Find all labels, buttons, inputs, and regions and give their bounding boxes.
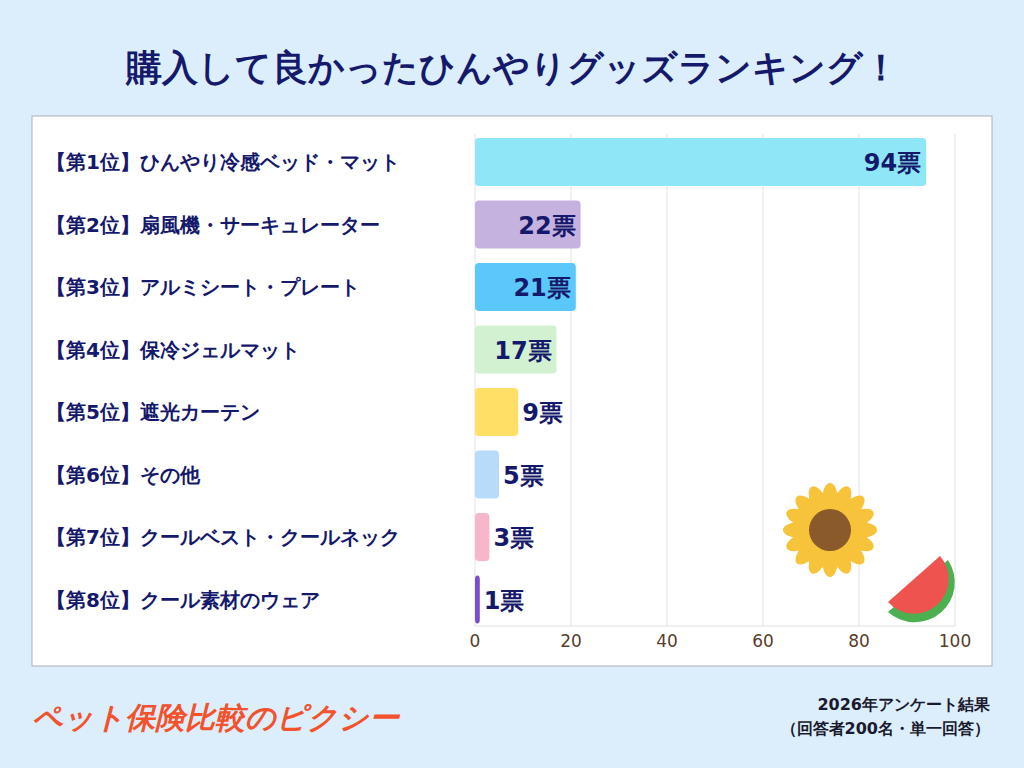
grid-line: [667, 134, 668, 626]
data-label: 1票: [484, 587, 525, 615]
watermelon-flesh: [888, 556, 949, 614]
tick-label: 100: [939, 631, 971, 651]
chart-root: 購入して良かったひんやりグッズランキング！ 0 20 40 60 80 100 94票 22票 2…: [0, 0, 1024, 768]
bar: [475, 576, 480, 624]
category-label: 【第5位】遮光カーテン: [46, 400, 260, 424]
data-label: 9票: [522, 399, 563, 427]
grid-line: [955, 134, 956, 626]
bars: [475, 138, 926, 624]
background: [0, 0, 1024, 768]
bar: [475, 451, 499, 499]
panel: [32, 116, 992, 666]
data-label: 21票: [513, 274, 570, 302]
category-label: 【第3位】アルミシート・プレート: [46, 275, 360, 299]
data-label: 3票: [493, 524, 534, 552]
category-label: 【第7位】クールベスト・クールネック: [46, 525, 400, 549]
bar: [475, 513, 489, 561]
bar: [475, 138, 926, 186]
tick-label: 20: [560, 631, 582, 651]
data-label: 17票: [494, 337, 551, 365]
tick-label: 80: [848, 631, 870, 651]
grid-line: [763, 134, 764, 626]
tick-label: 0: [470, 631, 481, 651]
brand: ペット保険比較のピクシー: [32, 700, 401, 735]
footer-note: 2026年アンケート結果: [817, 695, 991, 714]
bar: [475, 201, 581, 249]
data-label: 5票: [503, 462, 544, 490]
bar: [475, 263, 576, 311]
grid: [475, 134, 955, 626]
category-label: 【第2位】扇風機・サーキュレーター: [46, 213, 380, 237]
bar: [475, 388, 518, 436]
title: 購入して良かったひんやりグッズランキング！: [125, 47, 899, 88]
category-label: 【第4位】保冷ジェルマット: [46, 338, 300, 362]
decoration: [783, 483, 955, 622]
data-label: 94票: [864, 149, 921, 177]
x-axis: [475, 626, 955, 627]
tick-label: 60: [752, 631, 774, 651]
tick-label: 40: [656, 631, 678, 651]
category-label: 【第6位】その他: [46, 463, 201, 487]
category-label: 【第1位】ひんやり冷感ベッド・マット: [46, 150, 400, 174]
data-label: 22票: [518, 212, 575, 240]
sunflower-center: [809, 509, 851, 551]
category-label: 【第8位】クール素材のウェア: [46, 588, 320, 612]
data-labels: 94票 22票 21票 17票 9票 5票 3票 1票: [484, 149, 921, 615]
bar: [475, 326, 557, 374]
footer-note: （回答者200名・単一回答）: [781, 719, 990, 738]
